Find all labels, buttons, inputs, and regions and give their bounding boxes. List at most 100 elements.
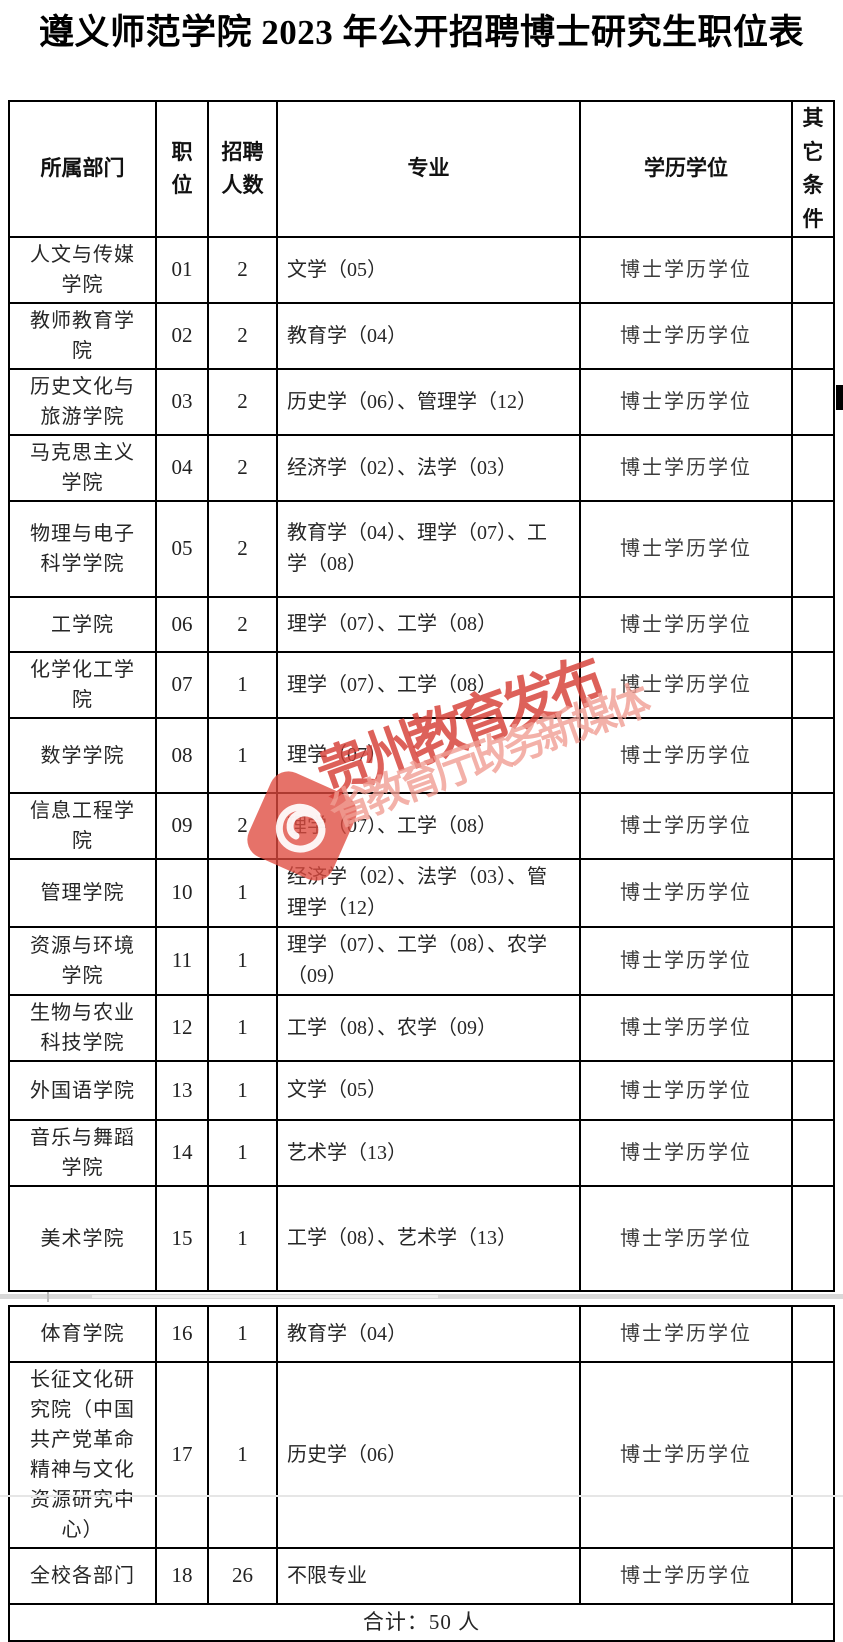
cell-pos: 17 [155, 1361, 209, 1550]
cell-dept: 美术学院 [8, 1185, 157, 1293]
positions-table-main: 所属部门 职位 招聘人数 专业 学历学位 其它条件 人文与传媒学院 01 2 文学（05） 博士学历… [8, 99, 835, 1293]
table-row: 资源与环境学院 11 1 理学（07）、工学（08）、农学（09） 博士学历学位 [8, 926, 835, 997]
table-row: 马克思主义学院 04 2 经济学（02）、法学（03） 博士学历学位 [8, 434, 835, 503]
cell-count: 2 [207, 596, 278, 654]
cell-pos: 18 [155, 1547, 209, 1606]
table-row: 体育学院 16 1 教育学（04） 博士学历学位 [8, 1305, 835, 1364]
cell-major: 理学（07）、工学（08） [276, 596, 581, 654]
table-row: 数学学院 08 1 理学（07） 博士学历学位 [8, 717, 835, 795]
cell-other [791, 926, 835, 997]
cell-degree: 博士学历学位 [579, 596, 793, 654]
cell-dept: 人文与传媒学院 [8, 236, 157, 305]
cell-major: 历史学（06） [276, 1361, 581, 1550]
col-header-other: 其它条件 [791, 99, 835, 239]
col-header-label: 招聘人数 [221, 139, 264, 198]
cell-degree: 博士学历学位 [579, 792, 793, 861]
cell-pos: 09 [155, 792, 209, 861]
cell-degree: 博士学历学位 [579, 1185, 793, 1293]
cell-count: 1 [207, 1361, 278, 1550]
cell-other [791, 858, 835, 929]
cell-degree: 博士学历学位 [579, 434, 793, 503]
cell-degree: 博士学历学位 [579, 1361, 793, 1550]
page-break-band-gap [92, 1295, 438, 1299]
cell-major: 工学（08）、农学（09） [276, 994, 581, 1063]
table-row: 物理与电子科学学院 05 2 教育学（04）、理学（07）、工学（08） 博士学历学位 [8, 500, 835, 599]
cell-pos: 13 [155, 1060, 209, 1122]
table-row: 长征文化研究院（中国共产党革命精神与文化资源研究中心） 17 1 历史学（06） 博士学… [8, 1361, 835, 1550]
cell-other [791, 236, 835, 305]
cell-count: 1 [207, 651, 278, 720]
cell-major: 文学（05） [276, 1060, 581, 1122]
cell-major: 教育学（04） [276, 302, 581, 371]
cell-degree: 博士学历学位 [579, 368, 793, 437]
cell-degree: 博士学历学位 [579, 236, 793, 305]
bottom-gray-line [0, 1495, 843, 1497]
table-row: 历史文化与旅游学院 03 2 历史学（06）、管理学（12） 博士学历学位 [8, 368, 835, 437]
cell-dept: 外国语学院 [8, 1060, 157, 1122]
cell-count: 1 [207, 717, 278, 795]
cell-degree: 博士学历学位 [579, 651, 793, 720]
table-row: 外国语学院 13 1 文学（05） 博士学历学位 [8, 1060, 835, 1122]
cell-degree: 博士学历学位 [579, 1305, 793, 1364]
cell-major: 工学（08）、艺术学（13） [276, 1185, 581, 1293]
cell-major: 艺术学（13） [276, 1119, 581, 1188]
cell-degree: 博士学历学位 [579, 302, 793, 371]
col-header-label: 专业 [407, 156, 450, 181]
col-header-major: 专业 [276, 99, 581, 239]
positions-table-continued: 体育学院 16 1 教育学（04） 博士学历学位 长征文化研究院（中国共产党革命精神与文化… [8, 1305, 835, 1642]
cell-count: 2 [207, 500, 278, 599]
cell-other [791, 1361, 835, 1550]
cell-count: 1 [207, 926, 278, 997]
cell-degree: 博士学历学位 [579, 1119, 793, 1188]
cell-pos: 01 [155, 236, 209, 305]
cell-degree: 博士学历学位 [579, 500, 793, 599]
col-header-pos: 职位 [155, 99, 209, 239]
cell-major: 经济学（02）、法学（03）、管理学（12） [276, 858, 581, 929]
cell-other [791, 500, 835, 599]
table-row: 化学化工学院 07 1 理学（07）、工学（08） 博士学历学位 [8, 651, 835, 720]
cell-pos: 07 [155, 651, 209, 720]
cell-major: 经济学（02）、法学（03） [276, 434, 581, 503]
cell-dept: 马克思主义学院 [8, 434, 157, 503]
cell-dept: 长征文化研究院（中国共产党革命精神与文化资源研究中心） [8, 1361, 157, 1550]
table-row: 教师教育学院 02 2 教育学（04） 博士学历学位 [8, 302, 835, 371]
cell-other [791, 434, 835, 503]
cell-other [791, 1185, 835, 1293]
cell-other [791, 302, 835, 371]
cell-dept: 音乐与舞蹈学院 [8, 1119, 157, 1188]
cell-dept: 体育学院 [8, 1305, 157, 1364]
cell-pos: 04 [155, 434, 209, 503]
cell-dept: 资源与环境学院 [8, 926, 157, 997]
cell-count: 1 [207, 994, 278, 1063]
table-row: 音乐与舞蹈学院 14 1 艺术学（13） 博士学历学位 [8, 1119, 835, 1188]
cell-count: 2 [207, 302, 278, 371]
cell-other [791, 1305, 835, 1364]
cell-other [791, 792, 835, 861]
cell-degree: 博士学历学位 [579, 858, 793, 929]
cell-dept: 全校各部门 [8, 1547, 157, 1606]
cell-count: 1 [207, 858, 278, 929]
cell-pos: 12 [155, 994, 209, 1063]
cell-major: 历史学（06）、管理学（12） [276, 368, 581, 437]
cell-major: 教育学（04） [276, 1305, 581, 1364]
col-header-label: 其它条件 [802, 106, 824, 231]
cell-count: 2 [207, 792, 278, 861]
cell-other [791, 717, 835, 795]
col-header-count: 招聘人数 [207, 99, 278, 239]
cell-other [791, 1119, 835, 1188]
tables-container: 所属部门 职位 招聘人数 专业 学历学位 其它条件 人文与传媒学院 01 2 文学（05） 博士学历… [0, 99, 843, 1642]
col-header-label: 所属部门 [40, 156, 125, 181]
table-row: 美术学院 15 1 工学（08）、艺术学（13） 博士学历学位 [8, 1185, 835, 1293]
cell-pos: 06 [155, 596, 209, 654]
cell-count: 26 [207, 1547, 278, 1606]
page-break-tick [47, 1292, 49, 1303]
cell-count: 1 [207, 1305, 278, 1364]
cell-dept: 信息工程学院 [8, 792, 157, 861]
col-header-degree: 学历学位 [579, 99, 793, 239]
cell-pos: 16 [155, 1305, 209, 1364]
cell-dept: 管理学院 [8, 858, 157, 929]
cell-degree: 博士学历学位 [579, 717, 793, 795]
table-row: 工学院 06 2 理学（07）、工学（08） 博士学历学位 [8, 596, 835, 654]
cell-pos: 03 [155, 368, 209, 437]
cell-count: 2 [207, 434, 278, 503]
